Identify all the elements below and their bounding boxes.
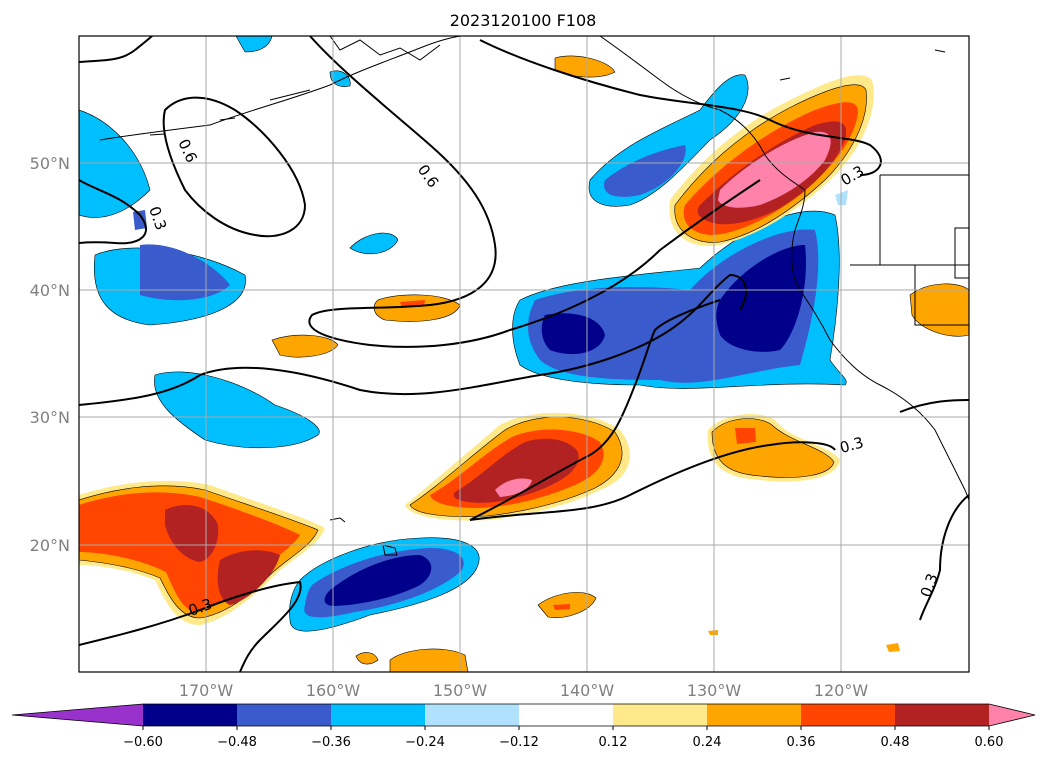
lat-label: 50°N — [30, 154, 70, 173]
colorbar-tick-label: −0.48 — [217, 735, 257, 750]
colorbar-extend-max — [989, 704, 1035, 726]
colorbar-tick-label: 0.48 — [881, 735, 910, 750]
colorbar-segment — [707, 704, 802, 726]
plot-title: 2023120100 F108 — [450, 11, 597, 30]
lon-label: 140°W — [560, 681, 615, 700]
contour-lines — [79, 36, 969, 672]
positive-anomalies — [79, 55, 969, 672]
colorbar-tick-label: 0.36 — [787, 735, 816, 750]
lat-label: 40°N — [30, 281, 70, 300]
latitude-labels: 50°N 40°N 30°N 20°N — [30, 154, 70, 555]
colorbar-tick-label: 0.12 — [599, 735, 628, 750]
colorbar-tick-labels: −0.60 −0.48 −0.36 −0.24 −0.12 0.12 0.24 0.36 0.4… — [123, 726, 1003, 750]
colorbar-tick-label: −0.60 — [123, 735, 163, 750]
colorbar-segment — [237, 704, 332, 726]
longitude-labels: 170°W 160°W 150°W 140°W 130°W 120°W — [179, 681, 869, 700]
coastlines — [99, 36, 969, 556]
colorbar-segment — [519, 704, 614, 726]
lon-label: 160°W — [306, 681, 361, 700]
colorbar-tick-label: 0.24 — [693, 735, 722, 750]
colorbar-tick-label: −0.36 — [311, 735, 351, 750]
colorbar-extend-min — [12, 704, 143, 726]
map-frame — [78, 35, 970, 673]
colorbar-tick-label: 0.60 — [975, 735, 1004, 750]
gridlines — [79, 36, 969, 672]
lat-label: 20°N — [30, 536, 70, 555]
negative-anomalies — [79, 36, 848, 632]
colorbar-tick-label: −0.24 — [405, 735, 445, 750]
colorbar — [11, 703, 1036, 727]
lon-label: 150°W — [433, 681, 488, 700]
lon-label: 130°W — [687, 681, 742, 700]
lon-label: 120°W — [814, 681, 869, 700]
lat-label: 30°N — [30, 408, 70, 427]
colorbar-segment — [331, 704, 426, 726]
colorbar-segment — [895, 704, 990, 726]
contour-label: 0.3 — [838, 433, 866, 457]
lon-label: 170°W — [179, 681, 234, 700]
colorbar-segment — [801, 704, 896, 726]
colorbar-tick-label: −0.12 — [499, 735, 539, 750]
colorbar-segment — [143, 704, 238, 726]
colorbar-segment — [425, 704, 520, 726]
colorbar-segment — [613, 704, 708, 726]
map-area: 0.6 0.6 0.3 0.3 0.3 0.3 0.3 — [79, 36, 969, 672]
